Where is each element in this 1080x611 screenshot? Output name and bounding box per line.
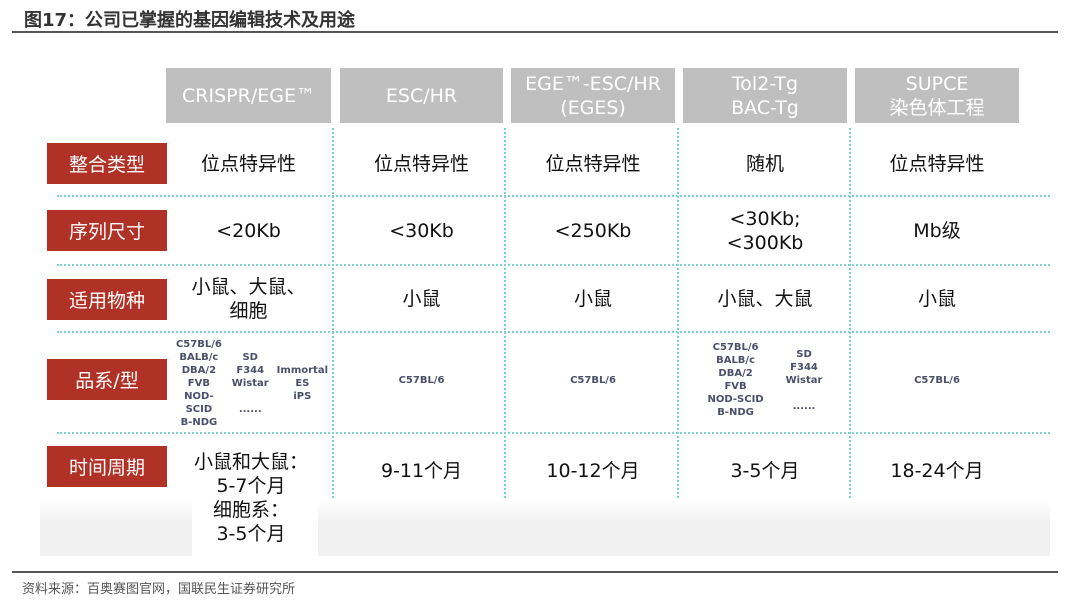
column-separator (677, 128, 679, 498)
row-label: 序列尺寸 (47, 210, 167, 251)
row-label: 适用物种 (47, 279, 167, 320)
column-header: ESC/HR (340, 68, 503, 123)
row-label: 品系/型 (47, 359, 167, 400)
column-header: SUPCE 染色体工程 (855, 68, 1019, 123)
table-cell: 位点特异性 (889, 152, 985, 175)
table-cell: 小鼠、大鼠、 细胞 (191, 276, 306, 322)
table-cell: 位点特异性 (373, 152, 469, 175)
cell-types: Immortal ES iPS (276, 364, 328, 402)
table-cell: <30Kb (389, 220, 454, 242)
rat-strains: SD F344 Wistar ...... (231, 351, 269, 415)
table-cell: 小鼠 (402, 288, 441, 310)
table-cell: 小鼠 (917, 288, 956, 310)
row-label: 整合类型 (47, 143, 167, 184)
strain-list: C57BL/6 BALB/c DBA/2 FVB NOD-SCID B-NDG … (170, 338, 332, 428)
table-cell: 随机 (745, 152, 784, 175)
table-cell: 小鼠、大鼠 (717, 288, 813, 310)
row-separator (57, 195, 1050, 197)
table-cell: 小鼠 (573, 288, 612, 310)
table-cell: 小鼠和大鼠： 5-7个月 细胞系： 3-5个月 (193, 451, 308, 545)
table-cell: 位点特异性 (545, 152, 641, 175)
table-cell: 10-12个月 (546, 459, 640, 482)
mouse-strains: C57BL/6 BALB/c DBA/2 FVB NOD-SCID B-NDG (175, 338, 222, 428)
table-cell: C57BL/6 (570, 374, 616, 386)
table-cell: <250Kb (554, 220, 632, 242)
source-note: 资料来源：百奥赛图官网，国联民生证券研究所 (22, 582, 296, 597)
table-cell: C57BL/6 (914, 374, 960, 386)
table-cell: C57BL/6 (398, 374, 445, 386)
column-separator (332, 128, 334, 498)
table-cell: Mb级 (913, 220, 961, 242)
mouse-strains: C57BL/6 BALB/c DBA/2 FVB NOD-SCID B-NDG (707, 342, 764, 418)
row-separator (57, 264, 1050, 266)
column-header: EGE™-ESC/HR (EGES) (511, 68, 675, 123)
table-cell: 3-5个月 (730, 459, 800, 482)
table-cell: <20Kb (216, 220, 281, 242)
footer-divider (12, 571, 1058, 573)
column-header: CRISPR/EGE™ (166, 68, 331, 123)
table-cell: <30Kb; <300Kb (726, 208, 804, 254)
strain-list: C57BL/6 BALB/c DBA/2 FVB NOD-SCID B-NDG … (683, 334, 847, 426)
column-separator (849, 128, 851, 498)
table-cell: 位点特异性 (200, 152, 296, 175)
row-separator (57, 432, 1050, 434)
table-cell: 18-24个月 (890, 459, 984, 482)
rat-strains: SD F344 Wistar ...... (785, 348, 823, 412)
bottom-band-cell (192, 500, 318, 556)
table-cell: 9-11个月 (380, 459, 463, 482)
column-header: Tol2-Tg BAC-Tg (683, 68, 847, 123)
row-label: 时间周期 (47, 446, 167, 487)
figure-title: 图17：公司已掌握的基因编辑技术及用途 (24, 10, 356, 31)
title-divider (12, 31, 1058, 33)
row-separator (57, 331, 1050, 333)
column-separator (504, 128, 506, 498)
